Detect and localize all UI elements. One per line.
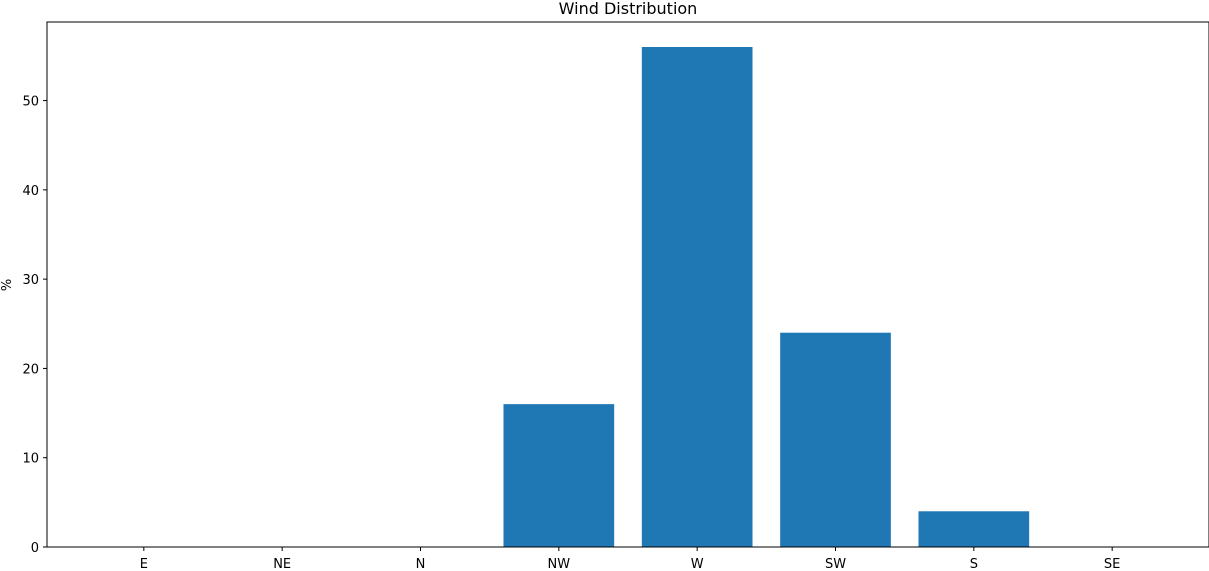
x-tick-label-nw: NW <box>548 557 571 571</box>
bar-w <box>641 47 753 547</box>
x-ticks-group: E NE N NW W SW S SE <box>140 547 1120 571</box>
y-tick-label-20: 20 <box>22 362 39 377</box>
y-tick-label-40: 40 <box>22 184 39 199</box>
y-axis-label: % <box>0 279 15 291</box>
y-tick-label-50: 50 <box>22 95 39 110</box>
y-tick-label-0: 0 <box>31 541 39 556</box>
x-tick-label-ne: NE <box>273 557 291 571</box>
x-tick-label-sw: SW <box>825 557 846 571</box>
bar-sw <box>780 332 891 547</box>
bars-group <box>503 47 1030 547</box>
x-tick-label-w: W <box>691 557 704 571</box>
x-tick-label-s: S <box>970 557 978 571</box>
bar-s <box>918 511 1030 547</box>
x-tick-label-n: N <box>416 557 426 571</box>
x-tick-label-se: SE <box>1104 557 1120 571</box>
y-tick-label-10: 10 <box>22 452 39 467</box>
y-tick-label-30: 30 <box>22 273 39 288</box>
chart-title: Wind Distribution <box>559 0 698 18</box>
bar-nw <box>503 404 615 547</box>
plot-frame <box>46 21 1209 548</box>
x-tick-label-e: E <box>140 557 148 571</box>
y-ticks-group: 0 10 20 30 40 50 <box>22 95 47 556</box>
